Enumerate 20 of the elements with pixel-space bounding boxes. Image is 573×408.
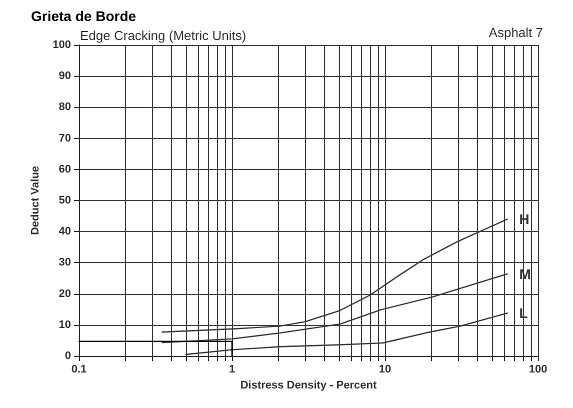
chart-subtitle: Edge Cracking (Metric Units): [80, 28, 246, 43]
y-tick-label: 30: [58, 256, 71, 269]
y-tick-label: 70: [58, 132, 71, 144]
y-tick-label: 50: [58, 194, 71, 206]
chart-title: Grieta de Borde: [31, 8, 136, 24]
y-tick-label: 40: [58, 226, 71, 238]
y-tick-label: 0: [64, 350, 71, 362]
y-tick-label: 90: [58, 70, 71, 82]
y-tick-label: 60: [58, 163, 71, 176]
x-axis-title: Distress Density - Percent: [240, 380, 377, 392]
y-tick-label: 10: [58, 318, 71, 331]
x-tick-label: 100: [528, 364, 548, 376]
y-tick-label: 80: [58, 101, 71, 114]
y-tick-label: 100: [52, 39, 71, 51]
y-axis-title: Deduct Value: [30, 166, 42, 236]
x-tick-label: 10: [378, 364, 392, 376]
x-tick-label: 1: [228, 364, 236, 376]
x-tick-label: 0.1: [71, 364, 87, 376]
text: Asphalt 7: [488, 25, 543, 40]
y-tick-label: 20: [58, 288, 71, 300]
